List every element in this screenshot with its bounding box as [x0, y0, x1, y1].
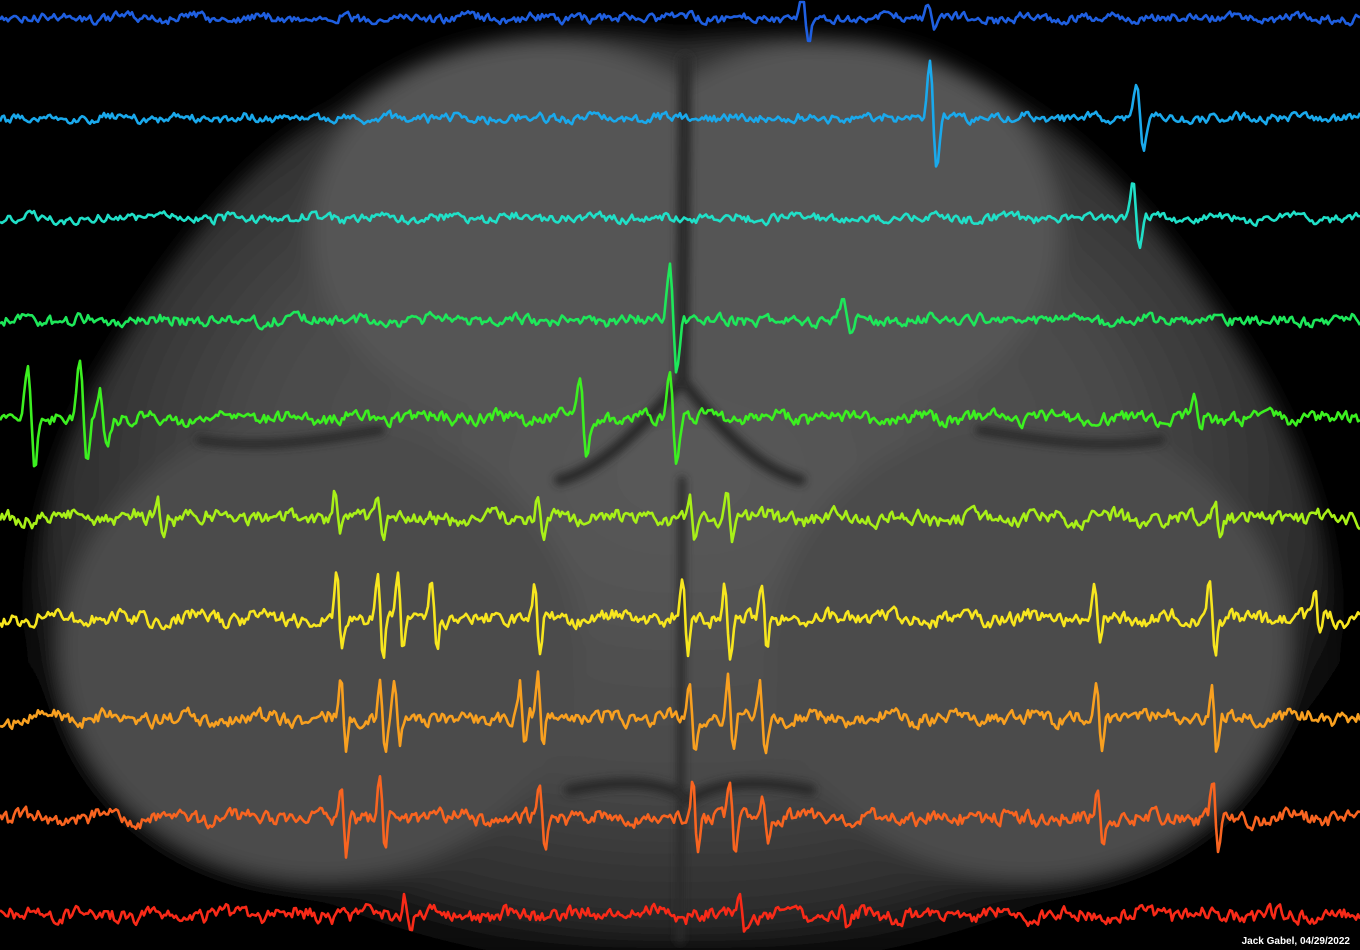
trace-8 [0, 670, 1360, 755]
trace-1 [0, 0, 1360, 43]
trace-3 [0, 182, 1360, 250]
trace-6 [0, 489, 1360, 544]
trace-9 [0, 775, 1360, 859]
author-credit: Jack Gabel, 04/29/2022 [1241, 936, 1350, 947]
trace-10 [0, 892, 1360, 933]
trace-2 [0, 59, 1360, 168]
trace-5 [0, 359, 1360, 468]
trace-7 [0, 571, 1360, 661]
trace-4 [0, 262, 1360, 374]
